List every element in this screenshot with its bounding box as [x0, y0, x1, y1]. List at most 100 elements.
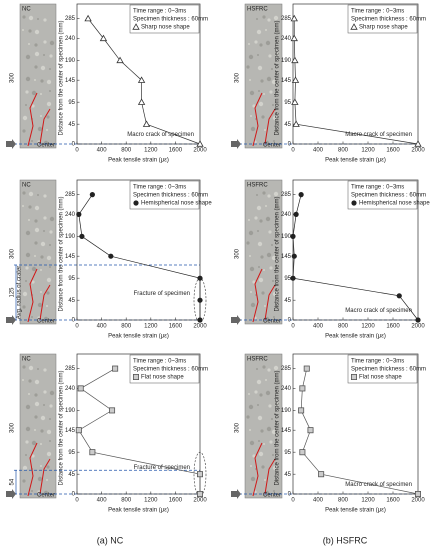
aggregate	[260, 79, 264, 83]
x-tick-label: 0	[75, 148, 79, 154]
annotation: Macro crack of specimen	[345, 482, 412, 488]
point	[290, 233, 296, 239]
point	[196, 490, 203, 497]
aggregate	[40, 65, 46, 71]
point	[293, 211, 299, 217]
aggregate	[49, 40, 55, 46]
legend-label: Sharp nose shape	[141, 25, 190, 31]
point	[77, 385, 84, 392]
aggregate	[22, 29, 24, 31]
center-label: Center	[37, 143, 55, 149]
series-line	[78, 194, 201, 320]
aggregate	[260, 255, 264, 259]
aggregate	[258, 440, 260, 442]
crater-label: Avg. radius of crater	[17, 266, 23, 320]
x-tick-label: 0	[291, 148, 295, 154]
aggregate	[34, 51, 40, 57]
annotation: Macro crack of specimen	[127, 132, 194, 138]
aggregate	[249, 429, 251, 431]
point	[75, 427, 82, 434]
x-tick-label: 1200	[144, 498, 158, 504]
aggregate	[274, 401, 280, 407]
x-tick-label: 800	[338, 324, 349, 330]
aggregate	[37, 194, 39, 196]
aggregate	[34, 379, 40, 385]
aggregate	[34, 219, 38, 223]
aggregate	[257, 415, 263, 421]
aggregate	[28, 43, 30, 45]
x-tick-label: 400	[97, 498, 108, 504]
x-tick-label: 800	[338, 148, 349, 154]
aggregate	[271, 244, 273, 246]
aggregate	[34, 401, 40, 407]
aggregate	[40, 291, 42, 293]
legend-box	[347, 354, 418, 384]
aggregate	[49, 244, 51, 246]
aggregate	[260, 429, 264, 433]
aggregate	[43, 194, 47, 198]
point	[137, 98, 146, 105]
aggregate	[46, 277, 52, 283]
crater-value: 54	[10, 478, 16, 485]
point	[291, 253, 297, 259]
aggregate	[249, 90, 255, 96]
aggregate	[43, 54, 45, 56]
aggregate	[31, 490, 33, 492]
aggregate	[37, 476, 43, 482]
y-tick-label: 145	[281, 254, 292, 260]
point	[298, 192, 304, 198]
aggregate	[256, 205, 262, 211]
aggregate	[40, 255, 44, 259]
x-tick-label: 1600	[386, 498, 400, 504]
center-label: Center	[37, 493, 55, 499]
aggregate	[40, 415, 46, 421]
x-axis-label: Peak tensile strain (με)	[108, 334, 169, 340]
series-line	[293, 18, 419, 145]
aggregate	[25, 404, 31, 410]
x-axis-label: Peak tensile strain (με)	[325, 158, 386, 164]
y-axis-label: Distance from the center of specimen (mm…	[59, 20, 65, 135]
aggregate	[46, 255, 52, 261]
aggregate	[276, 379, 280, 383]
aggregate	[272, 291, 278, 297]
aggregate	[273, 15, 279, 21]
aggregate	[272, 104, 274, 106]
aggregate	[257, 404, 259, 406]
aggregate	[264, 129, 266, 131]
specimen-label: NC	[22, 357, 31, 363]
y-tick-label: 95	[68, 450, 75, 456]
aggregate	[249, 79, 251, 81]
legend-label: Hemispherical nose shape	[141, 201, 212, 207]
point	[290, 275, 296, 281]
point	[415, 317, 421, 323]
aggregate	[262, 15, 266, 19]
aggregate	[46, 101, 52, 107]
aggregate	[264, 479, 266, 481]
y-tick-label: 190	[65, 234, 76, 240]
crack	[252, 92, 276, 147]
aggregate	[262, 365, 266, 369]
x-tick-label: 2000	[193, 324, 207, 330]
length-label: 300	[235, 248, 241, 259]
y-tick-label: 240	[281, 36, 292, 42]
y-tick-label: 285	[281, 16, 292, 22]
aggregate	[259, 219, 263, 223]
aggregate	[40, 443, 42, 445]
impact-arrow	[231, 315, 241, 325]
aggregate	[49, 404, 53, 408]
aggregate	[248, 43, 250, 45]
aggregate	[34, 79, 36, 81]
aggregate	[276, 205, 280, 209]
aggregate	[22, 465, 28, 471]
aggregate	[43, 404, 45, 406]
y-axis-label: Distance from the center of specimen (mm…	[275, 20, 281, 135]
point	[291, 56, 299, 64]
point	[76, 211, 82, 217]
point	[197, 275, 203, 281]
point	[291, 98, 299, 105]
crack	[27, 92, 51, 147]
y-tick-label: 145	[65, 78, 76, 84]
aggregate	[25, 76, 31, 82]
aggregate	[256, 368, 258, 370]
point	[318, 471, 325, 478]
